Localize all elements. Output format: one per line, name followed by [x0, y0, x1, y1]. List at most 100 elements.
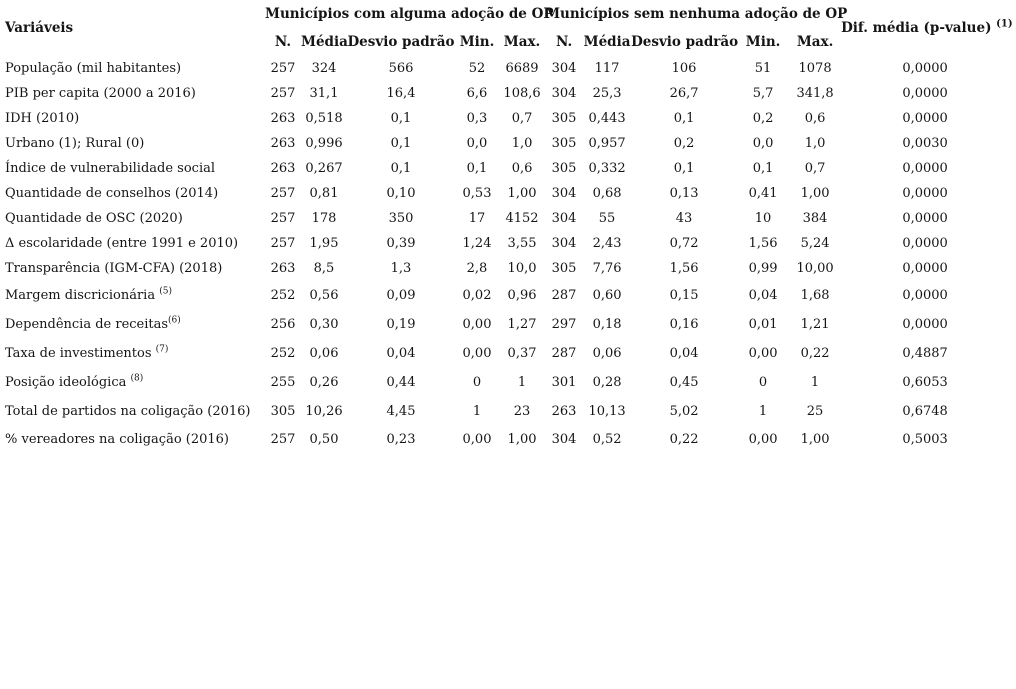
stat-value: 0,68: [592, 186, 622, 201]
diff-mean-value: 0,0000: [902, 186, 948, 201]
stat-value: 0,45: [669, 375, 699, 390]
stat-value: 0,72: [669, 236, 699, 251]
stat-value: 263: [270, 261, 296, 276]
stat-value: 25: [806, 404, 824, 419]
row-label: % vereadores na coligação (2016): [5, 431, 230, 447]
stat-value: 0,18: [592, 317, 622, 332]
stat-value: 304: [551, 431, 577, 447]
stat-value: 0,60: [592, 288, 622, 303]
stat-header-min-g2: Min.: [745, 34, 781, 50]
stat-value: 2,8: [466, 261, 488, 276]
stat-value: 0,267: [305, 161, 343, 176]
stat-value: 0,2: [752, 111, 774, 126]
stat-value: 0,1: [390, 161, 412, 176]
stat-value: 257: [270, 61, 296, 76]
stat-header-row: N. Média Desvio padrão Min. Max. N. Médi…: [5, 28, 1009, 56]
stat-value: 304: [551, 236, 577, 251]
row-label-footnote-marker: (6): [168, 315, 181, 326]
table-row: Dependência de receitas(6) 256 0,30 0,19 0,0…: [5, 310, 1009, 339]
stat-value: 0,06: [592, 346, 622, 361]
table-row: Transparência (IGM-CFA) (2018) 263 8,5 1,3 2…: [5, 256, 1009, 281]
stat-value: 0,53: [462, 186, 492, 201]
stat-value: 4,45: [386, 404, 416, 419]
stat-value: 257: [270, 431, 296, 447]
stat-value: 0,09: [386, 288, 416, 303]
stat-value: 0,04: [669, 346, 699, 361]
table-row: População (mil habitantes) 257 324 566 52 668…: [5, 56, 1009, 81]
stat-value: 0,52: [592, 431, 622, 447]
stat-value: 1,3: [390, 261, 412, 276]
stat-value: 0,1: [673, 161, 695, 176]
row-label: Δ escolaridade (entre 1991 e 2010): [5, 236, 239, 251]
stat-value: 257: [270, 236, 296, 251]
stat-value: 304: [551, 86, 577, 101]
stat-value: 0,2: [673, 136, 695, 151]
stat-value: 287: [551, 288, 577, 303]
stat-value: 1,24: [462, 236, 492, 251]
group-header-row: Variáveis Municípios com alguma adoção d…: [5, 0, 1013, 36]
stat-value: 1,56: [748, 236, 778, 251]
stat-header-n-g1: N.: [274, 34, 292, 50]
stat-value: 0,7: [804, 161, 826, 176]
stat-value: 0: [758, 375, 768, 390]
stat-value: 257: [270, 211, 296, 226]
row-label: Taxa de investimentos (7): [5, 344, 169, 361]
diff-mean-value: 0,5003: [902, 431, 948, 447]
stat-value: 178: [311, 211, 337, 226]
diff-mean-value: 0,0000: [902, 61, 948, 76]
stat-value: 1,00: [507, 186, 537, 201]
group-header-without-op: Municípios sem nenhuma adoção de OP: [545, 6, 848, 22]
diff-mean-value: 0,6748: [902, 404, 948, 419]
stat-value: 0,332: [588, 161, 626, 176]
stat-value: 0,00: [462, 431, 492, 447]
stat-value: 0,16: [669, 317, 699, 332]
stat-value: 0,04: [386, 346, 416, 361]
stat-value: 256: [270, 317, 296, 332]
row-label: Quantidade de OSC (2020): [5, 211, 183, 226]
table-row: Margem discricionária (5) 252 0,56 0,09 0,02…: [5, 281, 1009, 310]
stat-value: 106: [671, 61, 697, 76]
stat-value: 0,13: [669, 186, 699, 201]
row-label: Dependência de receitas(6): [5, 315, 181, 332]
stat-value: 52: [468, 61, 486, 76]
stat-value: 10,13: [588, 404, 626, 419]
group-header-with-op: Municípios com alguma adoção de OP: [265, 6, 554, 22]
diff-mean-value: 0,6053: [902, 375, 948, 390]
table-row: Δ escolaridade (entre 1991 e 2010) 257 1,9…: [5, 231, 1009, 256]
table-row: Índice de vulnerabilidade social 263 0,267…: [5, 156, 1009, 181]
table-row: Taxa de investimentos (7) 252 0,06 0,04 0,00…: [5, 339, 1009, 368]
stat-value: 263: [270, 136, 296, 151]
diff-mean-value: 0,0000: [902, 261, 948, 276]
stat-value: 10,00: [796, 261, 834, 276]
row-label: Transparência (IGM-CFA) (2018): [5, 261, 223, 276]
stat-value: 1,00: [507, 431, 537, 447]
stat-value: 0,50: [309, 431, 339, 447]
stat-value: 0,56: [309, 288, 339, 303]
stat-header-max-g2: Max.: [796, 34, 834, 50]
stat-value: 0,6: [804, 111, 826, 126]
stat-value: 1,21: [800, 317, 830, 332]
stat-value: 305: [551, 261, 577, 276]
stat-value: 0,26: [309, 375, 339, 390]
stat-value: 26,7: [669, 86, 699, 101]
stat-value: 0,04: [748, 288, 778, 303]
stat-value: 0,1: [752, 161, 774, 176]
diff-mean-value: 0,0000: [902, 86, 948, 101]
diff-mean-value: 0,0000: [902, 288, 948, 303]
stat-header-media-g2: Média: [583, 34, 631, 50]
stat-value: 0,518: [305, 111, 343, 126]
stat-value: 0,28: [592, 375, 622, 390]
stat-value: 5,7: [752, 86, 774, 101]
diff-header-label: Dif. média (p-value): [841, 20, 992, 36]
stat-value: 341,8: [796, 86, 834, 101]
stat-value: 0,1: [466, 161, 488, 176]
stat-value: 0,3: [466, 111, 488, 126]
stat-header-min-g1: Min.: [459, 34, 495, 50]
stat-value: 0,44: [386, 375, 416, 390]
stat-value: 0,99: [748, 261, 778, 276]
stat-value: 0,1: [390, 136, 412, 151]
row-label-footnote-marker: (8): [130, 373, 144, 384]
row-label: PIB per capita (2000 a 2016): [5, 86, 196, 101]
table-row: Quantidade de OSC (2020) 257 178 350 17 4152 3…: [5, 206, 1009, 231]
stat-value: 0,0: [752, 136, 774, 151]
